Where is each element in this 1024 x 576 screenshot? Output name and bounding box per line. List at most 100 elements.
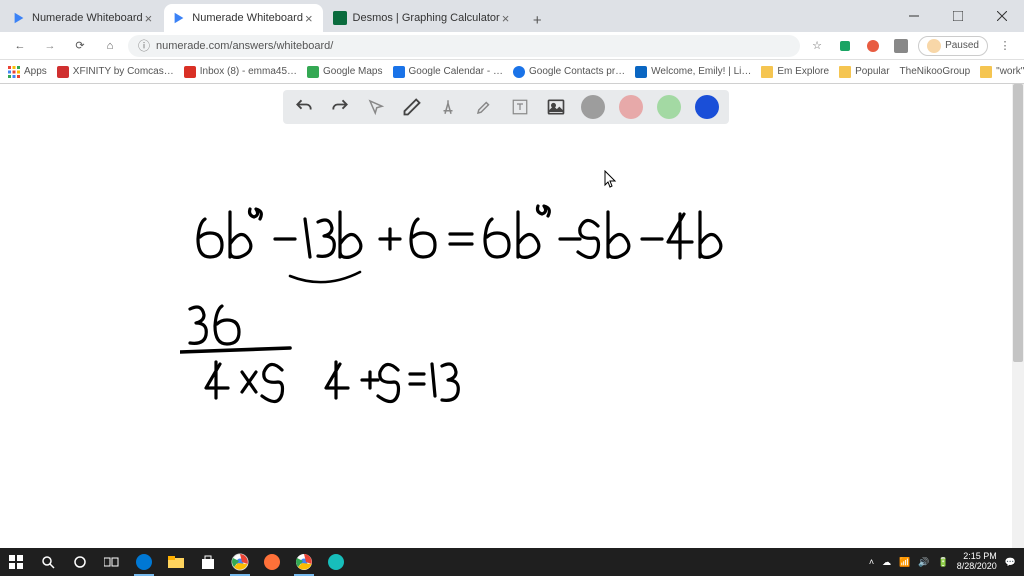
system-tray: ˄ ☁ 📶 🔊 🔋 2:15 PM 8/28/2020 💬 [869,552,1024,572]
forward-button[interactable]: → [38,34,62,58]
pen-tool[interactable] [401,96,423,118]
maps-icon [307,66,319,78]
home-button[interactable]: ⌂ [98,34,122,58]
taskview-icon [104,556,120,568]
pointer-tool[interactable] [365,96,387,118]
taskbar-firefox[interactable] [256,548,288,576]
store-icon [200,554,216,570]
close-tab-icon[interactable]: × [143,11,155,26]
taskbar-chrome[interactable] [224,548,256,576]
favicon-icon [57,66,69,78]
date-text: 8/28/2020 [957,562,997,572]
whiteboard-page [0,84,1012,548]
wifi-icon[interactable]: 📶 [899,557,910,568]
undo-button[interactable] [293,96,315,118]
tab-desmos[interactable]: Desmos | Graphing Calculator × [325,4,520,32]
url-box[interactable]: ⓘ numerade.com/answers/whiteboard/ [128,35,800,57]
color-pink[interactable] [619,95,643,119]
new-tab-button[interactable]: + [525,8,549,32]
taskbar-explorer[interactable] [160,548,192,576]
tray-chevron-icon[interactable]: ˄ [869,557,874,567]
text-tool[interactable] [509,96,531,118]
url-text: numerade.com/answers/whiteboard/ [156,40,333,52]
firefox-icon [263,553,281,571]
profile-paused-button[interactable]: Paused [918,36,988,56]
bookmark-folder-work[interactable]: "work" [980,66,1024,78]
calendar-icon [393,66,405,78]
circle-icon [73,555,87,569]
tab-label: Desmos | Graphing Calculator [353,12,500,24]
bookmark-contacts[interactable]: Google Contacts pr… [513,66,625,78]
folder-icon [761,66,773,78]
windows-icon [9,555,23,569]
close-tab-icon[interactable]: × [500,11,512,26]
favicon-desmos-icon [333,11,347,25]
notifications-icon[interactable]: 💬 [1005,557,1016,568]
bookmark-linkedin[interactable]: Welcome, Emily! | Li… [635,66,751,78]
taskbar: ˄ ☁ 📶 🔊 🔋 2:15 PM 8/28/2020 💬 [0,548,1024,576]
folder-icon [980,66,992,78]
paused-label: Paused [945,40,979,51]
bookmark-folder-popular[interactable]: Popular [839,66,889,78]
back-button[interactable]: ← [8,34,32,58]
close-tab-icon[interactable]: × [303,11,315,26]
reload-button[interactable]: ⟳ [68,34,92,58]
maximize-button[interactable] [936,0,980,32]
whiteboard-toolbar [283,90,729,124]
bookmarks-bar: Apps XFINITY by Comcas… Inbox (8) - emma… [0,60,1024,84]
minimize-button[interactable] [892,0,936,32]
menu-icon[interactable]: ⋮ [994,35,1016,57]
search-icon [41,555,55,569]
redo-button[interactable] [329,96,351,118]
bookmark-xfinity[interactable]: XFINITY by Comcas… [57,66,174,78]
bookmark-calendar[interactable]: Google Calendar - … [393,66,504,78]
chrome-icon [231,553,249,571]
search-button[interactable] [32,548,64,576]
bookmark-folder-explore[interactable]: Em Explore [761,66,829,78]
extension-3-icon[interactable] [890,35,912,57]
color-green[interactable] [657,95,681,119]
handwriting-canvas[interactable] [180,184,820,484]
apps-grid-icon [8,66,20,78]
color-blue[interactable] [695,95,719,119]
site-info-icon[interactable]: ⓘ [138,37,150,54]
image-tool[interactable] [545,96,567,118]
v-scroll-thumb[interactable] [1013,84,1023,362]
vertical-scrollbar[interactable] [1012,84,1024,548]
star-bookmark-icon[interactable]: ☆ [806,35,828,57]
volume-icon[interactable]: 🔊 [918,557,929,568]
titlebar: Numerade Whiteboard × Numerade Whiteboar… [0,0,1024,32]
close-window-button[interactable] [980,0,1024,32]
folder-icon [839,66,851,78]
bookmark-inbox[interactable]: Inbox (8) - emma45… [184,66,297,78]
chrome-icon [295,553,313,571]
compasses-tool[interactable] [437,96,459,118]
onedrive-icon[interactable]: ☁ [882,557,891,568]
favicon-numerade-icon [12,11,26,25]
battery-icon[interactable]: 🔋 [938,557,949,568]
tab-numerade-1[interactable]: Numerade Whiteboard × [4,4,162,32]
taskbar-chrome-2[interactable] [288,548,320,576]
bookmark-nikoo[interactable]: TheNikooGroup [900,66,971,77]
folder-icon [168,555,184,569]
extension-2-icon[interactable] [862,35,884,57]
contacts-icon [513,66,525,78]
tab-label: Numerade Whiteboard [32,12,143,24]
cortana-button[interactable] [64,548,96,576]
tab-numerade-2[interactable]: Numerade Whiteboard × [164,4,322,32]
bookmark-maps[interactable]: Google Maps [307,66,382,78]
apps-button[interactable]: Apps [8,66,47,78]
color-gray[interactable] [581,95,605,119]
tab-label: Numerade Whiteboard [192,12,303,24]
linkedin-icon [635,66,647,78]
taskview-button[interactable] [96,548,128,576]
app-icon [327,553,345,571]
start-button[interactable] [0,548,32,576]
taskbar-edge[interactable] [128,548,160,576]
extension-icon[interactable] [834,35,856,57]
taskbar-store[interactable] [192,548,224,576]
highlighter-tool[interactable] [473,96,495,118]
taskbar-app[interactable] [320,548,352,576]
clock[interactable]: 2:15 PM 8/28/2020 [957,552,997,572]
addressbar: ← → ⟳ ⌂ ⓘ numerade.com/answers/whiteboar… [0,32,1024,60]
